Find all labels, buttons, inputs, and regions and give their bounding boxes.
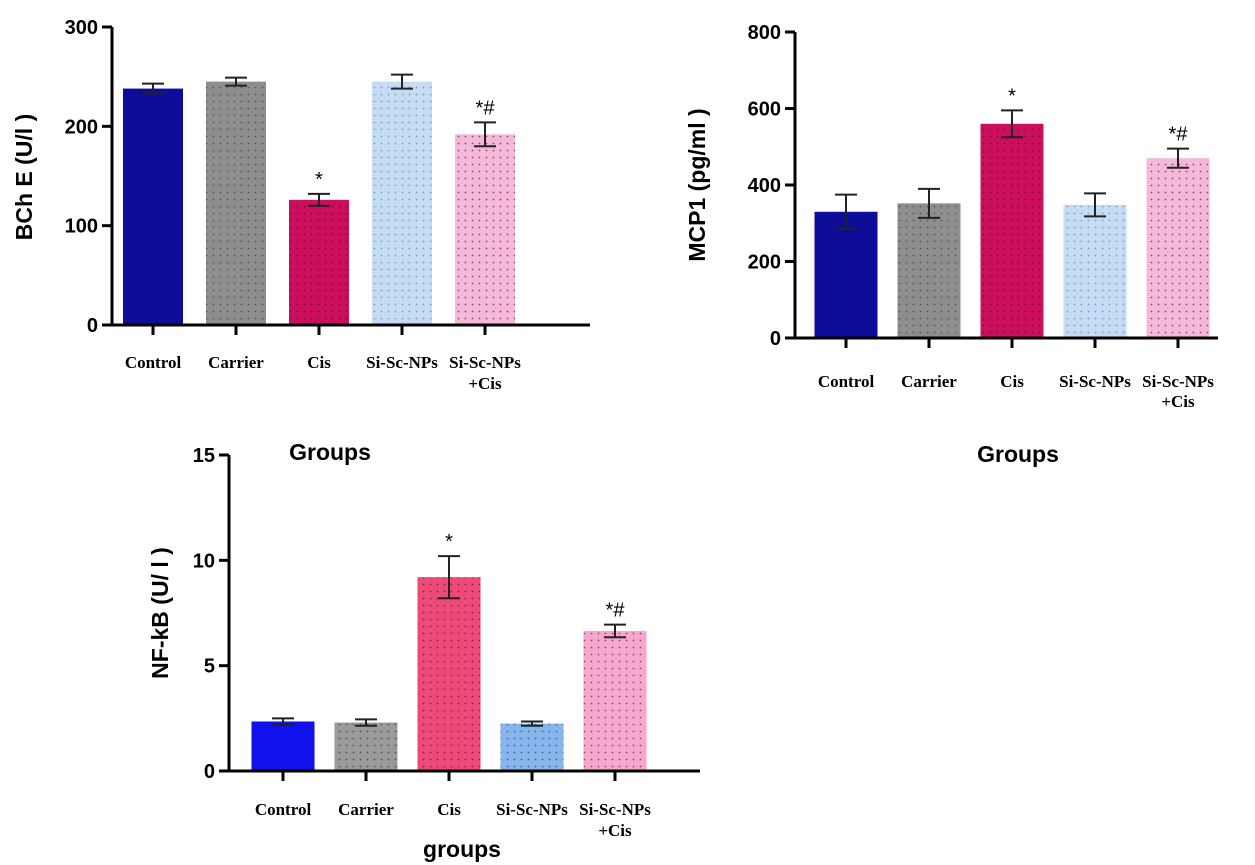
- category-label: Cis: [1000, 372, 1024, 391]
- significance-marker: *: [1008, 85, 1016, 107]
- bar-si-sc-nps: [372, 81, 432, 325]
- category-label: Si-Sc-NPs: [579, 800, 651, 819]
- x-axis-title: Groups: [977, 441, 1059, 467]
- category-label: Control: [818, 372, 875, 391]
- error-bar: [308, 192, 330, 207]
- y-tick-label: 200: [748, 252, 781, 274]
- category-label: +Cis: [468, 374, 502, 393]
- category-label: Si-Sc-NPs: [366, 353, 438, 372]
- category-label: Carrier: [208, 353, 264, 372]
- y-axis-title: BCh E (U/l ): [11, 114, 37, 241]
- bar-cis: [289, 199, 349, 325]
- significance-marker: *#: [476, 97, 496, 119]
- category-label: Si-Sc-NPs: [1142, 372, 1214, 391]
- y-tick-label: 200: [65, 116, 98, 138]
- chart-panel-1: * *# 0 100 200 300 Control Carrier Cis Si-Sc-NPs S…: [11, 17, 590, 465]
- category-label: Control: [125, 353, 182, 372]
- category-label: Carrier: [338, 800, 394, 819]
- y-tick-label: 5: [204, 656, 215, 678]
- bar-control: [251, 721, 315, 771]
- y-axis-title: NF-kB (U/ l ): [147, 547, 173, 679]
- error-bar: [272, 717, 294, 726]
- y-tick-label: 10: [193, 550, 215, 572]
- significance-marker: *#: [1169, 124, 1189, 146]
- y-tick-label: 300: [65, 17, 98, 39]
- y-tick-label: 100: [65, 216, 98, 238]
- bar-control: [123, 88, 183, 325]
- x-axis-title: groups: [423, 836, 501, 862]
- bar-si-sc-nps-cis: [1146, 158, 1210, 338]
- bar-si-sc-nps-cis: [583, 630, 647, 771]
- chart-panel-3: * *# 0 5 10 15 Control Carrier Cis Si-Sc-NPs Si-Sc…: [147, 445, 700, 862]
- error-bar: [225, 76, 247, 87]
- category-label: Control: [255, 800, 312, 819]
- category-label: +Cis: [598, 821, 632, 840]
- bar-cis: [980, 123, 1044, 338]
- y-tick-label: 0: [204, 761, 215, 783]
- significance-marker: *#: [606, 600, 626, 622]
- bar-si-sc-nps: [500, 723, 564, 771]
- category-label: Si-Sc-NPs: [449, 353, 521, 372]
- y-tick-label: 600: [748, 99, 781, 121]
- significance-marker: *: [315, 169, 323, 191]
- y-tick-label: 0: [87, 315, 98, 337]
- error-bar: [1167, 147, 1189, 169]
- x-axis-title: Groups: [289, 439, 371, 465]
- y-axis-title: MCP1 (pg/ml ): [684, 108, 710, 261]
- category-label: +Cis: [1161, 392, 1195, 411]
- y-tick-label: 0: [770, 328, 781, 350]
- error-bar: [1084, 192, 1106, 218]
- error-bar: [355, 718, 377, 727]
- bar-cis: [417, 577, 481, 771]
- category-label: Si-Sc-NPs: [1059, 372, 1131, 391]
- y-tick-label: 400: [748, 175, 781, 197]
- error-bar: [474, 121, 496, 148]
- category-label: Cis: [307, 353, 331, 372]
- error-bar: [604, 623, 626, 639]
- category-label: Cis: [437, 800, 461, 819]
- chart-panel-2: * *# 0 200 400 600 800 Control Carrier Cis Si-Sc-N…: [684, 22, 1218, 467]
- bar-si-sc-nps: [1063, 204, 1127, 338]
- bar-control: [814, 211, 878, 338]
- category-label: Carrier: [901, 372, 957, 391]
- error-bar: [142, 82, 164, 95]
- y-tick-label: 15: [193, 445, 215, 467]
- bar-si-sc-nps-cis: [455, 134, 515, 325]
- error-bar: [391, 73, 413, 90]
- error-bar: [521, 720, 543, 727]
- error-bar: [438, 555, 460, 600]
- error-bar: [835, 193, 857, 230]
- bar-carrier: [206, 81, 266, 325]
- bar-carrier: [897, 203, 961, 338]
- category-label: Si-Sc-NPs: [496, 800, 568, 819]
- error-bar: [918, 187, 940, 219]
- bar-carrier: [334, 722, 398, 771]
- y-tick-label: 800: [748, 22, 781, 44]
- error-bar: [1001, 109, 1023, 139]
- significance-marker: *: [445, 531, 453, 553]
